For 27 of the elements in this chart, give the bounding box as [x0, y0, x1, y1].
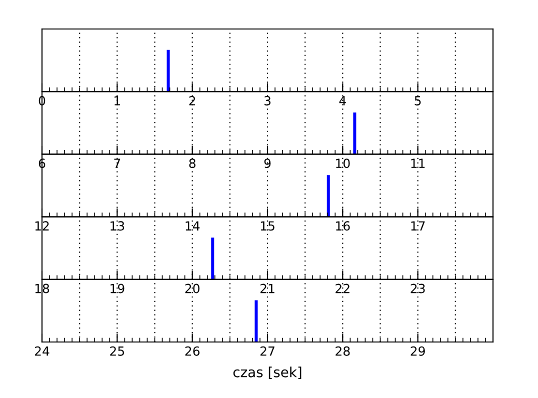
x-tick-label: 2: [189, 96, 196, 106]
x-tick-label: 19: [110, 284, 124, 294]
x-tick-label: 9: [264, 158, 271, 168]
x-tick-label: 8: [189, 158, 196, 168]
x-axis-title: czas [sek]: [233, 366, 302, 379]
x-tick-label: 10: [336, 158, 350, 168]
x-tick-label: 20: [185, 284, 200, 294]
x-tick-label: 27: [260, 346, 274, 356]
x-tick-label: 17: [411, 221, 425, 230]
x-tick-label: 22: [336, 284, 350, 294]
x-tick-label: 11: [411, 158, 425, 168]
x-tick-label: 13: [110, 221, 124, 231]
x-tick-label: 26: [185, 346, 200, 356]
x-tick-label: 4: [339, 96, 346, 106]
x-tick-label: 7: [114, 158, 120, 168]
x-tick-label: 5: [414, 96, 421, 106]
x-tick-label: 23: [410, 284, 425, 294]
x-tick-label: 25: [110, 346, 124, 356]
x-tick-label: 16: [336, 221, 350, 231]
x-tick-label: 28: [336, 346, 350, 356]
x-tick-label: 14: [186, 221, 200, 230]
x-tick-label: 29: [410, 346, 425, 356]
x-tick-label: 21: [260, 284, 274, 294]
x-tick-label: 3: [264, 96, 270, 106]
x-tick-label: 1: [114, 96, 120, 106]
x-tick-label: 24: [34, 346, 50, 356]
x-tick-label: 15: [260, 221, 274, 231]
